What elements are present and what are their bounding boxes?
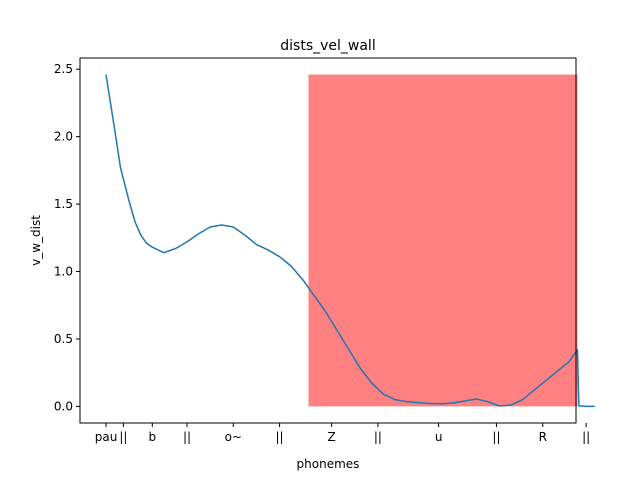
- y-tick-label: 0.5: [54, 332, 73, 346]
- x-tick-label: u: [435, 430, 443, 444]
- plot-frame: [79, 57, 577, 424]
- x-tick-label: o~: [225, 430, 242, 444]
- x-tick-label: ||: [119, 430, 127, 444]
- plot-area: [105, 74, 595, 408]
- y-tick-label: 1.5: [54, 197, 73, 211]
- highlight-region: [308, 74, 578, 407]
- y-tick-label: 1.0: [54, 265, 73, 279]
- x-axis: pau || b || o~ || Z || u || R ||: [95, 423, 590, 444]
- y-axis: 0.0 0.5 1.0 1.5 2.0 2.5: [54, 62, 80, 413]
- x-tick-label: pau: [95, 430, 118, 444]
- x-tick-label: ||: [183, 430, 191, 444]
- y-axis-label: v_w_dist: [29, 215, 43, 266]
- x-axis-label: phonemes: [297, 457, 360, 471]
- y-tick-label: 0.0: [54, 399, 73, 413]
- x-tick-label: ||: [582, 430, 590, 444]
- series-line-0: [105, 74, 595, 408]
- x-tick-label: R: [539, 430, 547, 444]
- x-tick-label: Z: [327, 430, 335, 444]
- x-tick-label: ||: [492, 430, 500, 444]
- y-tick-label: 2.0: [54, 130, 73, 144]
- x-tick-label: b: [148, 430, 156, 444]
- y-tick-label: 2.5: [54, 62, 73, 76]
- x-tick-label: ||: [276, 430, 284, 444]
- x-tick-label: ||: [374, 430, 382, 444]
- chart-title: dists_vel_wall: [280, 38, 375, 54]
